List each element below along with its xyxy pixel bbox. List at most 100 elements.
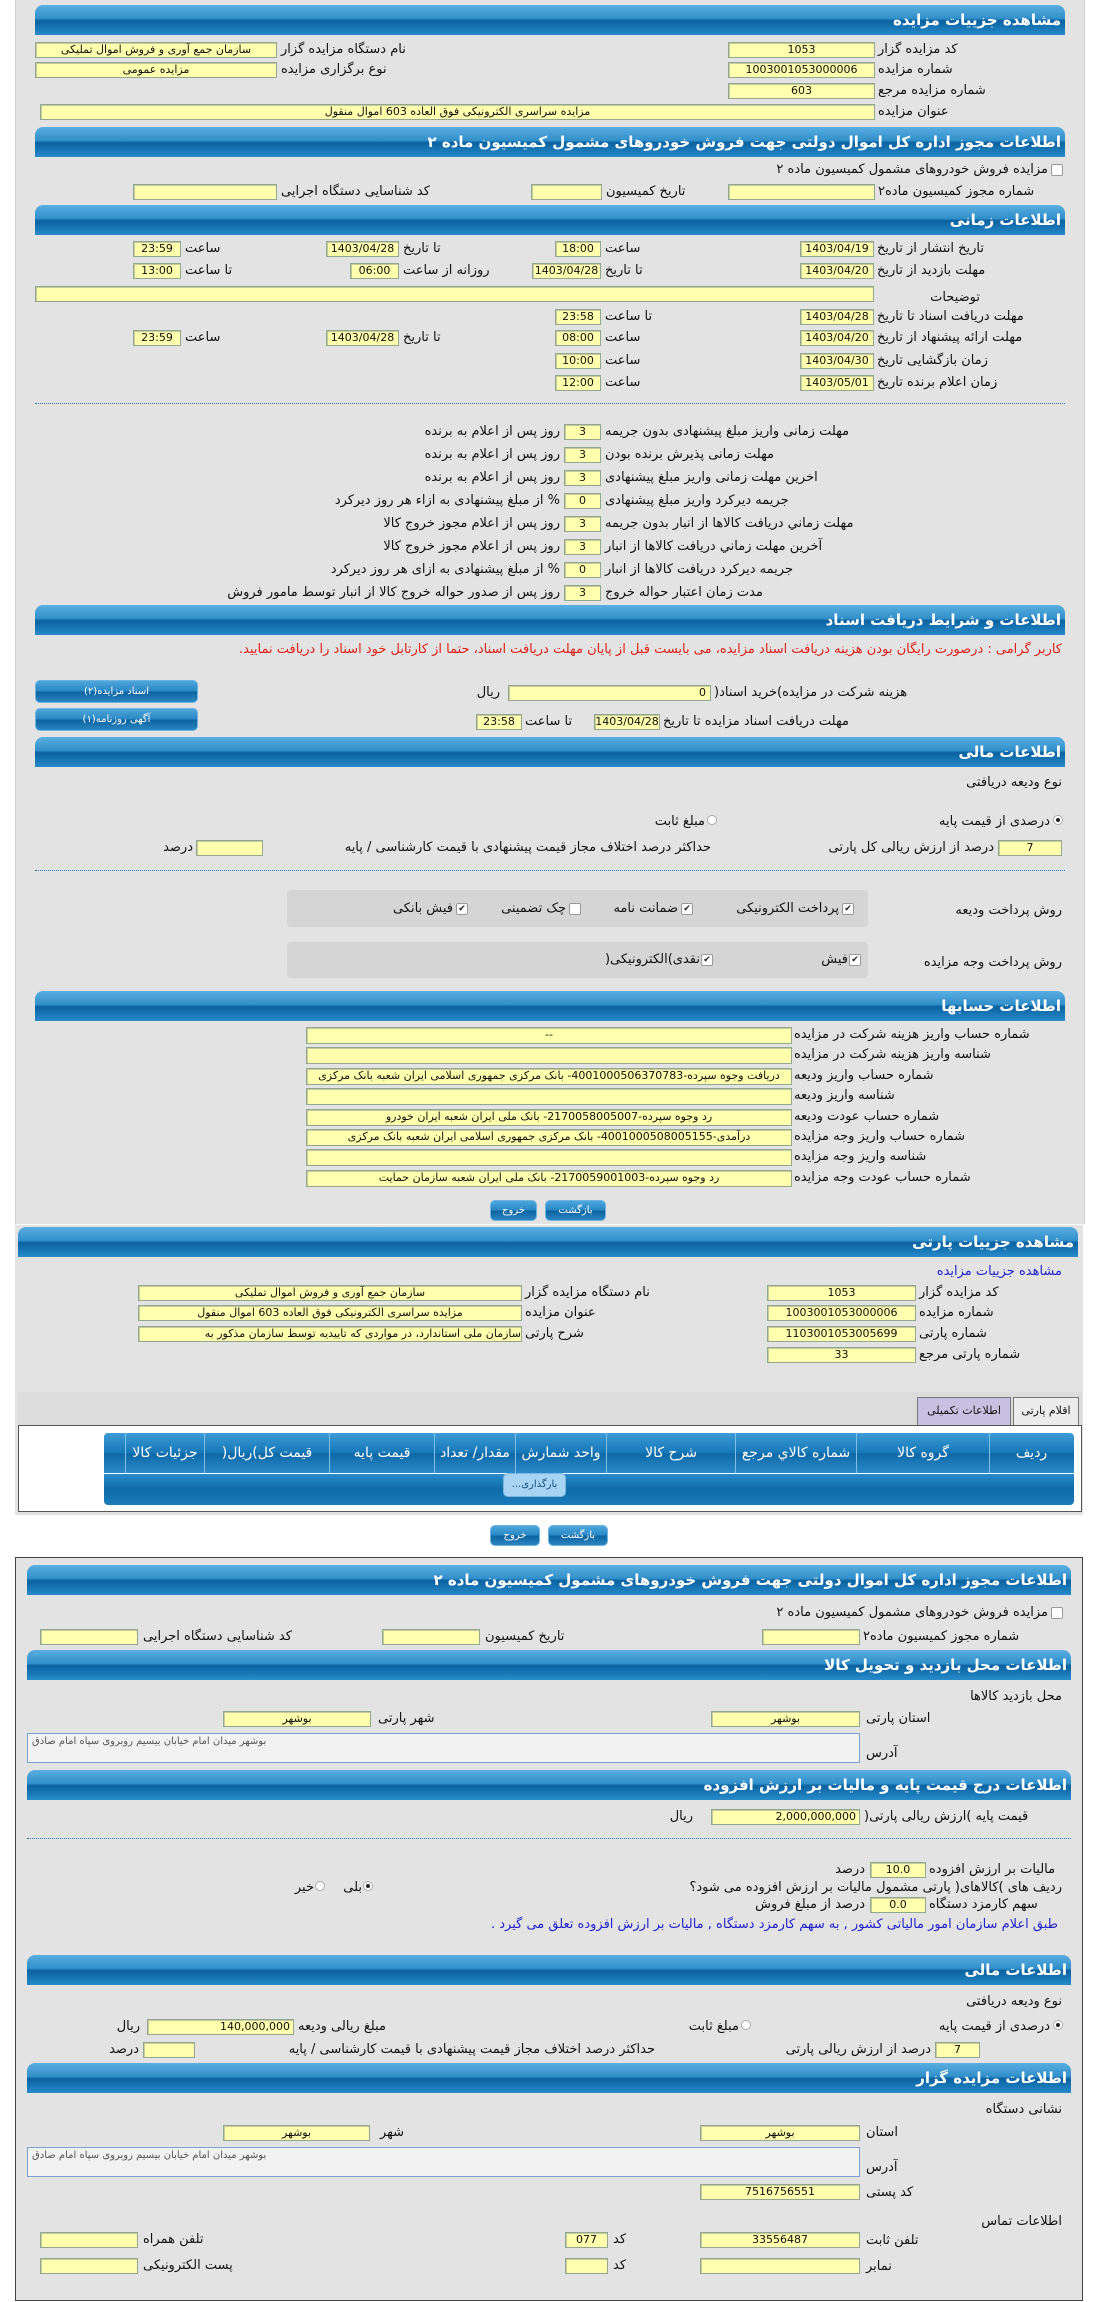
vat-field[interactable]: 10.0 — [870, 1862, 926, 1878]
lot-subject-field[interactable]: مزایده سراسری الکترونیکی فوق العاده 603 … — [138, 1305, 522, 1321]
offer-from-date[interactable]: 1403/04/20 — [800, 330, 874, 346]
tab-supplementary-info[interactable]: اطلاعات تکمیلی — [917, 1397, 1011, 1426]
account-field[interactable] — [306, 1047, 792, 1065]
fax-code-field[interactable] — [565, 2258, 608, 2274]
permit-number-field[interactable] — [728, 184, 875, 200]
deadline-value[interactable]: 3 — [564, 447, 601, 463]
table-column-header[interactable]: قیمت پایه — [329, 1433, 434, 1473]
max-diff-field[interactable] — [196, 840, 263, 856]
lot-province-field[interactable]: بوشهر — [711, 1711, 860, 1727]
auction-number-field[interactable]: 1003001053000006 — [728, 62, 875, 78]
auction-details-link[interactable]: مشاهده جزییات مزایده — [936, 1264, 1062, 1279]
table-column-header[interactable]: شماره کالاي مرجع — [735, 1433, 856, 1473]
account-field[interactable]: درآمدی-4001000508005155- بانک مرکزی جمهو… — [306, 1129, 792, 1146]
account-field[interactable]: دریافت وجوه سپرده-4001000506370783- بانک… — [306, 1067, 792, 1085]
notes-field[interactable] — [35, 286, 874, 302]
visit-from-date[interactable]: 1403/04/20 — [800, 263, 874, 279]
percent-radio[interactable] — [1053, 815, 1063, 825]
auction-ref-field[interactable]: 603 — [728, 83, 875, 99]
account-field[interactable]: -- — [306, 1027, 792, 1044]
percent-radio[interactable] — [1053, 2020, 1063, 2030]
back-button[interactable]: بازگشت — [545, 1200, 606, 1221]
email-field[interactable] — [40, 2258, 138, 2274]
winner-time[interactable]: 12:00 — [555, 375, 601, 391]
publish-from-time[interactable]: 18:00 — [555, 241, 601, 257]
deposit-method-checkbox[interactable]: ✔ — [681, 903, 693, 915]
lot-number-field[interactable]: 1103001053005699 — [767, 1326, 916, 1342]
deposit-method-checkbox[interactable]: ✔ — [842, 903, 854, 915]
mobile-field[interactable] — [40, 2232, 138, 2248]
account-field[interactable] — [306, 1149, 792, 1167]
table-column-header[interactable]: واحد شمارش — [515, 1433, 606, 1473]
exit-button[interactable]: خروج — [490, 1200, 537, 1221]
deadline-value[interactable]: 0 — [564, 493, 601, 509]
table-column-header[interactable]: قیمت کل)ریال( — [204, 1433, 329, 1473]
table-column-header[interactable]: جزئیات کالا — [125, 1433, 204, 1473]
offer-to-date[interactable]: 1403/04/28 — [326, 330, 399, 346]
phone-code-field[interactable]: 077 — [565, 2232, 608, 2248]
payment-method-checkbox[interactable]: ✔ — [849, 954, 861, 966]
auctioneer-province-field[interactable]: بوشهر — [700, 2125, 860, 2141]
deadline-value[interactable]: 3 — [564, 516, 601, 532]
auctioneer-city-field[interactable]: بوشهر — [223, 2125, 370, 2141]
vat-yes-radio[interactable] — [363, 1881, 373, 1891]
commission-date-field[interactable] — [382, 1629, 480, 1645]
visit-daily-from-time[interactable]: 06:00 — [350, 263, 399, 279]
auctioneer-address-field[interactable]: بوشهر میدان امام خیابان بیسیم روبروی سپا… — [27, 2147, 860, 2177]
permit-number-field[interactable] — [762, 1629, 860, 1645]
deadline-value[interactable]: 3 — [564, 539, 601, 555]
vat-no-radio[interactable] — [315, 1881, 325, 1891]
lot-description-field[interactable]: سازمان ملی استاندارد، در مواردی که تایید… — [138, 1326, 522, 1342]
auction-documents-button[interactable]: اسناد مزایده(۲) — [35, 680, 198, 703]
winner-date[interactable]: 1403/05/01 — [800, 375, 874, 391]
table-column-header[interactable]: ردیف — [989, 1433, 1073, 1473]
table-column-header[interactable]: مقدار/ تعداد — [434, 1433, 515, 1473]
deadline-value[interactable]: 0 — [564, 562, 601, 578]
publish-to-date[interactable]: 1403/04/28 — [326, 241, 399, 257]
account-field[interactable]: رد وجوه سپرده-2170059001003- بانک ملی ای… — [306, 1169, 792, 1187]
fax-field[interactable] — [700, 2258, 860, 2274]
lot-org-field[interactable]: سازمان جمع آوری و فروش اموال تملیکی — [138, 1285, 522, 1301]
opening-time[interactable]: 10:00 — [555, 353, 601, 369]
offer-from-time[interactable]: 08:00 — [555, 330, 601, 346]
postal-code-field[interactable]: 7516756551 — [700, 2184, 860, 2200]
account-field[interactable] — [306, 1088, 792, 1106]
lot-auctioneer-code[interactable]: 1053 — [767, 1285, 916, 1301]
fixed-amount-radio[interactable] — [707, 815, 717, 825]
commission-date-field[interactable] — [531, 184, 602, 200]
publish-from-date[interactable]: 1403/04/19 — [800, 241, 874, 257]
lot-auction-number[interactable]: 1003001053000006 — [767, 1305, 916, 1321]
publish-to-time[interactable]: 23:59 — [133, 241, 181, 257]
visit-to-date[interactable]: 1403/04/28 — [532, 263, 601, 279]
docs-deadline-date[interactable]: 1403/04/28 — [800, 309, 874, 325]
deadline-value[interactable]: 3 — [564, 585, 601, 601]
commission-checkbox[interactable] — [1051, 1607, 1063, 1619]
document-fee-field[interactable]: 0 — [508, 685, 711, 701]
auctioneer-code-field[interactable]: 1053 — [728, 42, 875, 58]
deadline-value[interactable]: 3 — [564, 424, 601, 440]
exec-code-field[interactable] — [133, 184, 277, 200]
payment-method-checkbox[interactable]: ✔ — [701, 954, 713, 966]
agency-fee-field[interactable]: 0.0 — [870, 1897, 926, 1913]
deposit-method-checkbox[interactable] — [569, 903, 581, 915]
docs-deadline-date-field[interactable]: 1403/04/28 — [594, 714, 660, 730]
back-button[interactable]: بازگشت — [548, 1525, 608, 1546]
visit-daily-to-time[interactable]: 13:00 — [133, 263, 181, 279]
deposit-amount-field[interactable]: 140,000,000 — [147, 2019, 294, 2035]
offer-to-time[interactable]: 23:59 — [133, 330, 181, 346]
lot-address-field[interactable]: بوشهر میدان امام خیابان بیسیم روبروی سپا… — [27, 1733, 860, 1763]
exec-code-field[interactable] — [40, 1629, 138, 1645]
deposit-method-checkbox[interactable]: ✔ — [456, 903, 468, 915]
fixed-amount-radio[interactable] — [741, 2020, 751, 2030]
max-diff-field[interactable] — [143, 2042, 195, 2058]
docs-deadline-time-field[interactable]: 23:58 — [476, 714, 522, 730]
lot-ref-field[interactable]: 33 — [767, 1347, 916, 1363]
docs-deadline-time[interactable]: 23:58 — [555, 309, 601, 325]
account-field[interactable]: رد وجوه سپرده-2170058005007- بانک ملی ای… — [306, 1108, 792, 1126]
deadline-value[interactable]: 3 — [564, 470, 601, 486]
lot-city-field[interactable]: بوشهر — [223, 1711, 371, 1727]
commission-checkbox[interactable] — [1051, 164, 1063, 176]
auction-type-field[interactable]: مزایده عمومی — [35, 62, 277, 78]
auction-subject-field[interactable]: مزایده سراسری الکترونیکی فوق العاده 603 … — [40, 104, 875, 120]
exit-button[interactable]: خروج — [490, 1525, 540, 1546]
